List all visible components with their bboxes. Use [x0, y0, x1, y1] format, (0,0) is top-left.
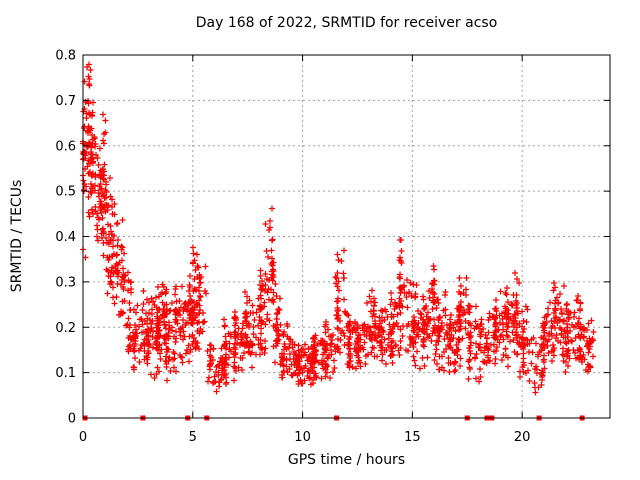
chart-title: Day 168 of 2022, SRMTID for receiver acs…: [195, 15, 498, 31]
scatter-points: [80, 61, 597, 396]
x-tick-label: 20: [514, 430, 531, 445]
y-tick-label: 0.2: [55, 321, 76, 336]
y-tick-label: 0.5: [55, 185, 76, 200]
y-tick-label: 0.7: [55, 94, 76, 109]
y-tick-label: 0.3: [55, 275, 76, 290]
x-tick-label: 0: [79, 430, 87, 445]
x-axis-label: GPS time / hours: [287, 452, 406, 468]
y-tick-label: 0.1: [55, 366, 76, 381]
y-tick-label: 0: [68, 412, 76, 427]
y-tick-label: 0.4: [55, 230, 76, 245]
y-tick-label: 0.8: [55, 49, 76, 64]
x-tick-label: 10: [294, 430, 311, 445]
x-tick-label: 5: [189, 430, 197, 445]
y-tick-label: 0.6: [55, 139, 76, 154]
x-tick-label: 15: [404, 430, 421, 445]
